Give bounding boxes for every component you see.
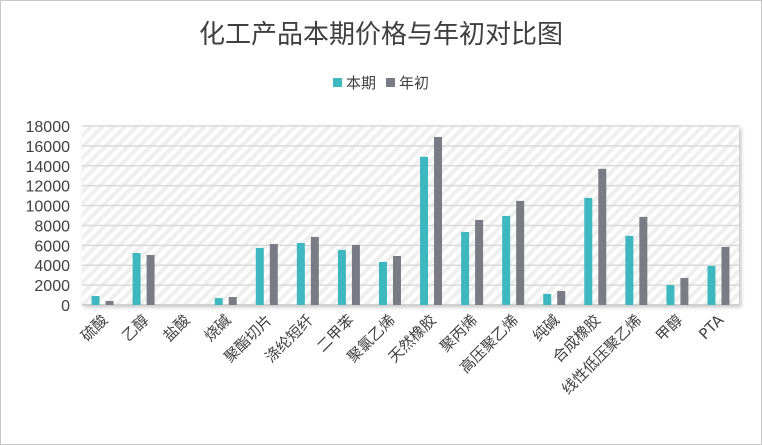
y-tick-label: 12000 (26, 179, 71, 196)
bar-current (707, 265, 716, 305)
y-tick-label: 16000 (26, 139, 71, 156)
x-tick-label: 硫酸 (77, 311, 111, 345)
legend-label-current: 本期 (345, 74, 376, 92)
x-tick-label: 乙醇 (118, 311, 152, 345)
bar-current (91, 296, 100, 305)
bar-current (296, 242, 305, 305)
legend: 本期 年初 (0, 72, 762, 93)
bar-start (228, 297, 237, 305)
legend-item-current: 本期 (332, 72, 376, 93)
x-tick-label: 甲醇 (652, 311, 686, 345)
y-tick-label: 2000 (34, 278, 70, 295)
legend-swatch-current (332, 78, 342, 87)
y-tick-label: 8000 (34, 218, 70, 235)
bar-current (461, 231, 470, 305)
y-tick-label: 14000 (26, 159, 71, 176)
x-tick-label: 烧碱 (201, 311, 235, 345)
bar-start (475, 219, 484, 305)
bar-current (543, 293, 552, 305)
y-tick-label: 6000 (34, 238, 70, 255)
bar-current (625, 235, 634, 305)
bar-start (351, 244, 360, 305)
bar-current (214, 298, 223, 305)
x-tick-label: PTA (695, 311, 728, 344)
bar-current (420, 156, 429, 305)
bar-start (146, 254, 155, 305)
bar-start (598, 168, 607, 305)
x-tick-label: 纯碱 (529, 311, 563, 345)
bar-start (721, 246, 730, 305)
bar-current (502, 215, 511, 305)
bar-current (337, 249, 346, 305)
bar-start (639, 216, 648, 305)
bar-start (105, 301, 114, 305)
bar-start (680, 277, 689, 305)
x-tick-label: 盐酸 (160, 311, 194, 345)
y-tick-label: 10000 (26, 199, 71, 216)
bar-start (557, 290, 566, 305)
bar-current (666, 285, 675, 305)
bar-current (132, 252, 141, 305)
legend-label-start: 年初 (399, 74, 430, 92)
y-tick-label: 4000 (34, 258, 70, 275)
bar-start (516, 200, 525, 305)
bar-start (434, 136, 443, 305)
y-tick-label: 18000 (26, 119, 71, 136)
chart-title: 化工产品本期价格与年初对比图 (198, 20, 563, 50)
bar-start (392, 255, 401, 305)
legend-swatch-start (386, 78, 395, 87)
bar-start (269, 243, 278, 305)
bar-start (310, 236, 319, 305)
bar-current (255, 247, 264, 305)
y-tick-label: 0 (61, 298, 70, 315)
bar-current (584, 197, 593, 305)
legend-item-start: 年初 (386, 72, 429, 93)
bar-current (378, 261, 387, 305)
